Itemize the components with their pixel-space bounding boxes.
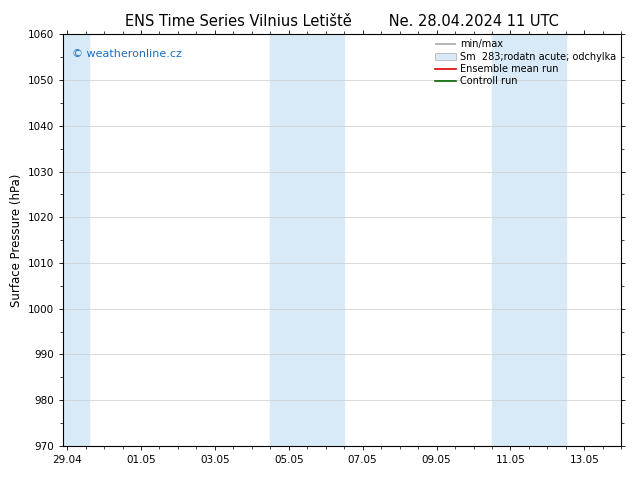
Bar — [529, 34, 566, 446]
Y-axis label: Surface Pressure (hPa): Surface Pressure (hPa) — [10, 173, 23, 307]
Title: ENS Time Series Vilnius Letiště        Ne. 28.04.2024 11 UTC: ENS Time Series Vilnius Letiště Ne. 28.0… — [126, 14, 559, 29]
Text: © weatheronline.cz: © weatheronline.cz — [72, 49, 182, 59]
Legend: min/max, Sm  283;rodatn acute; odchylka, Ensemble mean run, Controll run: min/max, Sm 283;rodatn acute; odchylka, … — [433, 37, 618, 88]
Bar — [63, 34, 89, 446]
Bar — [270, 34, 344, 446]
Bar — [492, 34, 529, 446]
